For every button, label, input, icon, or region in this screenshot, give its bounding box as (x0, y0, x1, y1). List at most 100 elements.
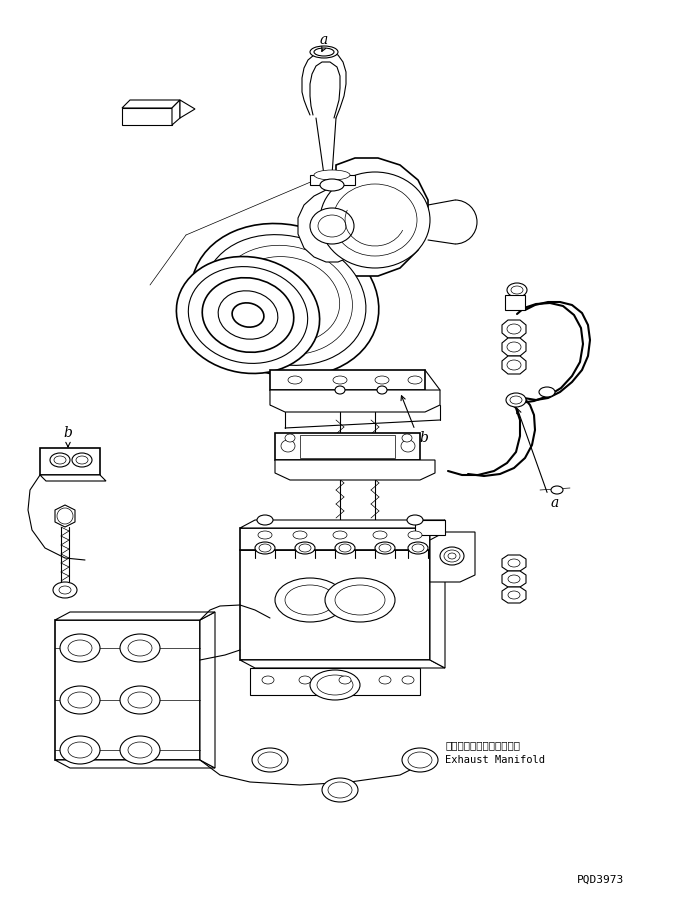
Text: a: a (551, 496, 559, 510)
Ellipse shape (379, 544, 391, 552)
Ellipse shape (255, 542, 275, 554)
Polygon shape (55, 612, 215, 620)
Ellipse shape (191, 224, 378, 376)
Ellipse shape (508, 559, 520, 567)
Ellipse shape (275, 578, 345, 622)
Ellipse shape (60, 686, 100, 714)
Polygon shape (415, 520, 445, 535)
Ellipse shape (120, 686, 160, 714)
Polygon shape (430, 520, 445, 550)
Polygon shape (250, 668, 420, 695)
Polygon shape (240, 550, 430, 660)
Ellipse shape (335, 542, 355, 554)
Polygon shape (316, 158, 428, 276)
Ellipse shape (252, 748, 288, 772)
Polygon shape (430, 542, 445, 668)
Ellipse shape (507, 324, 521, 334)
Polygon shape (240, 520, 445, 528)
Polygon shape (430, 532, 475, 582)
Ellipse shape (506, 393, 526, 407)
Polygon shape (270, 370, 425, 390)
Polygon shape (275, 460, 435, 480)
Ellipse shape (507, 342, 521, 352)
Ellipse shape (402, 748, 438, 772)
Ellipse shape (310, 208, 354, 244)
Polygon shape (298, 190, 366, 262)
Ellipse shape (50, 453, 70, 467)
Polygon shape (502, 356, 526, 374)
Ellipse shape (551, 486, 563, 494)
Ellipse shape (408, 542, 428, 554)
Ellipse shape (299, 544, 311, 552)
Ellipse shape (72, 453, 92, 467)
Polygon shape (122, 108, 172, 125)
Ellipse shape (408, 531, 422, 539)
Ellipse shape (407, 515, 423, 525)
Polygon shape (502, 571, 526, 587)
Ellipse shape (412, 544, 424, 552)
Ellipse shape (217, 245, 353, 355)
Polygon shape (172, 100, 180, 125)
Ellipse shape (57, 508, 73, 524)
Ellipse shape (53, 582, 77, 598)
Ellipse shape (322, 778, 358, 802)
Ellipse shape (373, 531, 387, 539)
Ellipse shape (295, 542, 315, 554)
Ellipse shape (68, 692, 92, 708)
Polygon shape (55, 760, 215, 768)
Polygon shape (300, 435, 395, 458)
Ellipse shape (259, 544, 271, 552)
Polygon shape (505, 295, 525, 310)
Ellipse shape (314, 48, 334, 56)
Polygon shape (40, 475, 106, 481)
Polygon shape (310, 175, 355, 185)
Ellipse shape (377, 386, 387, 394)
Ellipse shape (59, 586, 71, 594)
Ellipse shape (375, 376, 389, 384)
Text: PQD3973: PQD3973 (576, 875, 624, 885)
Text: b: b (420, 431, 429, 445)
Ellipse shape (507, 360, 521, 370)
Ellipse shape (188, 266, 307, 364)
Ellipse shape (328, 782, 352, 798)
Polygon shape (502, 587, 526, 603)
Ellipse shape (310, 46, 338, 58)
Ellipse shape (333, 184, 417, 256)
Ellipse shape (299, 676, 311, 684)
Ellipse shape (320, 172, 430, 268)
Polygon shape (502, 338, 526, 356)
Polygon shape (240, 660, 445, 668)
Ellipse shape (258, 531, 272, 539)
Ellipse shape (402, 434, 412, 442)
Ellipse shape (335, 386, 345, 394)
Ellipse shape (204, 235, 366, 365)
Ellipse shape (539, 387, 555, 397)
Ellipse shape (508, 575, 520, 583)
Polygon shape (55, 620, 200, 760)
Ellipse shape (320, 179, 344, 191)
Polygon shape (270, 390, 440, 412)
Ellipse shape (444, 550, 460, 562)
Ellipse shape (293, 531, 307, 539)
Ellipse shape (314, 170, 350, 180)
Ellipse shape (258, 752, 282, 768)
Ellipse shape (339, 676, 351, 684)
Ellipse shape (285, 434, 295, 442)
Polygon shape (180, 100, 195, 118)
Ellipse shape (262, 676, 274, 684)
Text: FWD: FWD (135, 109, 161, 119)
Ellipse shape (318, 215, 346, 237)
Polygon shape (502, 320, 526, 338)
Ellipse shape (310, 670, 360, 700)
Ellipse shape (402, 676, 414, 684)
Ellipse shape (379, 676, 391, 684)
Text: エキゾーストマニホールド: エキゾーストマニホールド (445, 740, 520, 750)
Ellipse shape (230, 256, 339, 344)
Ellipse shape (128, 692, 152, 708)
Polygon shape (502, 555, 526, 571)
Ellipse shape (507, 283, 527, 297)
Ellipse shape (440, 547, 464, 565)
Ellipse shape (511, 286, 523, 294)
Polygon shape (122, 100, 180, 108)
Ellipse shape (448, 553, 456, 559)
